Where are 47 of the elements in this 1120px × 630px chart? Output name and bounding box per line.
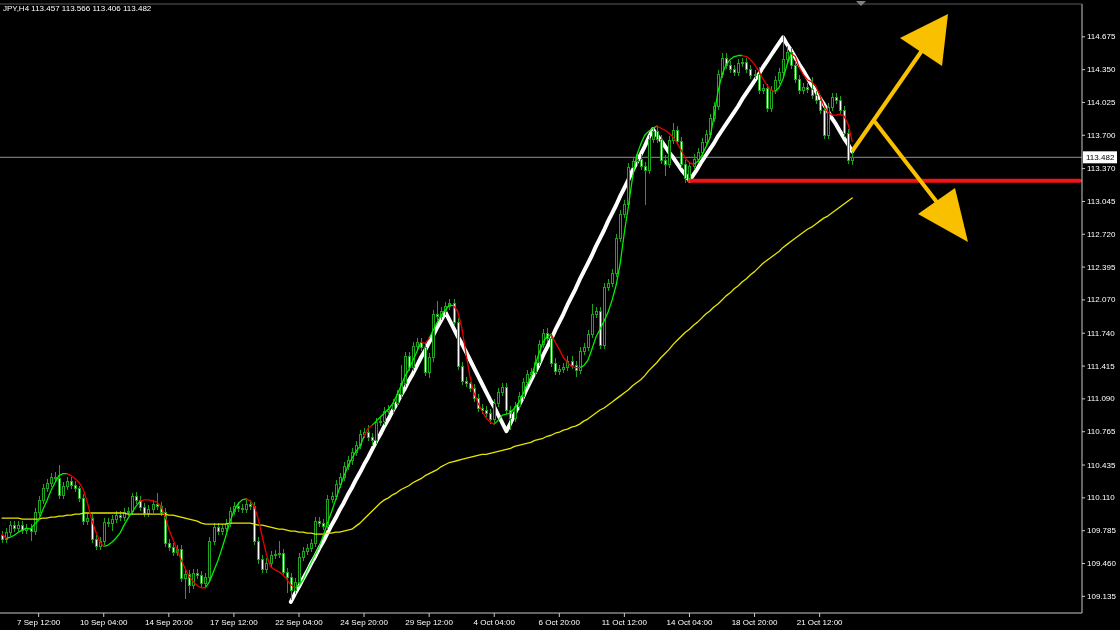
y-tick-label: 110.435 (1087, 460, 1116, 470)
candlestick (314, 516, 317, 548)
x-tick-label: 6 Oct 20:00 (538, 618, 581, 627)
candlestick (782, 34, 785, 77)
candlestick (579, 346, 582, 375)
x-tick-label: 18 Oct 20:00 (731, 618, 779, 627)
x-tick-label: 29 Sep 12:00 (405, 618, 454, 627)
chart-title: JPY,H4 113.457 113.566 113.406 113.482 (3, 4, 152, 13)
y-tick-label: 112.720 (1087, 229, 1116, 239)
x-tick-label: 11 Oct 12:00 (601, 618, 648, 627)
y-tick-label: 109.785 (1087, 526, 1117, 536)
y-tick-label: 111.415 (1087, 361, 1116, 371)
y-tick-label: 112.070 (1087, 295, 1116, 305)
candlestick (766, 83, 769, 113)
y-tick-label: 110.765 (1087, 427, 1116, 437)
x-tick-label: 17 Sep 12:00 (210, 618, 259, 627)
x-tick-label: 10 Sep 04:00 (79, 618, 129, 627)
candlestick (770, 85, 773, 113)
y-tick-label: 114.675 (1087, 32, 1116, 42)
x-tick-label: 14 Sep 20:00 (145, 618, 194, 627)
y-tick-label: 111.090 (1087, 394, 1116, 404)
candlestick (213, 522, 216, 546)
candlestick (811, 76, 814, 100)
x-tick-label: 22 Sep 04:00 (275, 618, 324, 627)
y-tick-label: 113.370 (1087, 164, 1116, 174)
y-tick-label: 112.395 (1087, 262, 1116, 272)
y-tick-label: 113.045 (1087, 196, 1116, 206)
x-tick-label: 4 Oct 04:00 (473, 618, 516, 627)
y-tick-label: 114.025 (1087, 97, 1116, 107)
y-tick-label: 114.350 (1087, 65, 1116, 75)
x-tick-label: 21 Oct 12:00 (796, 618, 844, 627)
candlestick (688, 161, 691, 183)
candlestick (505, 382, 508, 415)
y-tick-label: 110.110 (1087, 493, 1116, 503)
x-tick-label: 7 Sep 12:00 (17, 618, 61, 627)
candlestick (375, 417, 378, 445)
y-tick-label: 111.740 (1087, 328, 1116, 338)
y-tick-label: 109.135 (1087, 591, 1117, 601)
candlestick (758, 66, 761, 95)
candlestick (58, 464, 61, 500)
candlestick (103, 517, 106, 546)
candlestick (282, 548, 285, 577)
x-tick-label: 14 Oct 04:00 (666, 618, 713, 627)
candlestick (660, 134, 663, 165)
y-tick-label: 113.700 (1087, 130, 1116, 140)
x-tick-label: 24 Sep 20:00 (340, 618, 389, 627)
y-tick-label: 109.460 (1087, 559, 1117, 569)
